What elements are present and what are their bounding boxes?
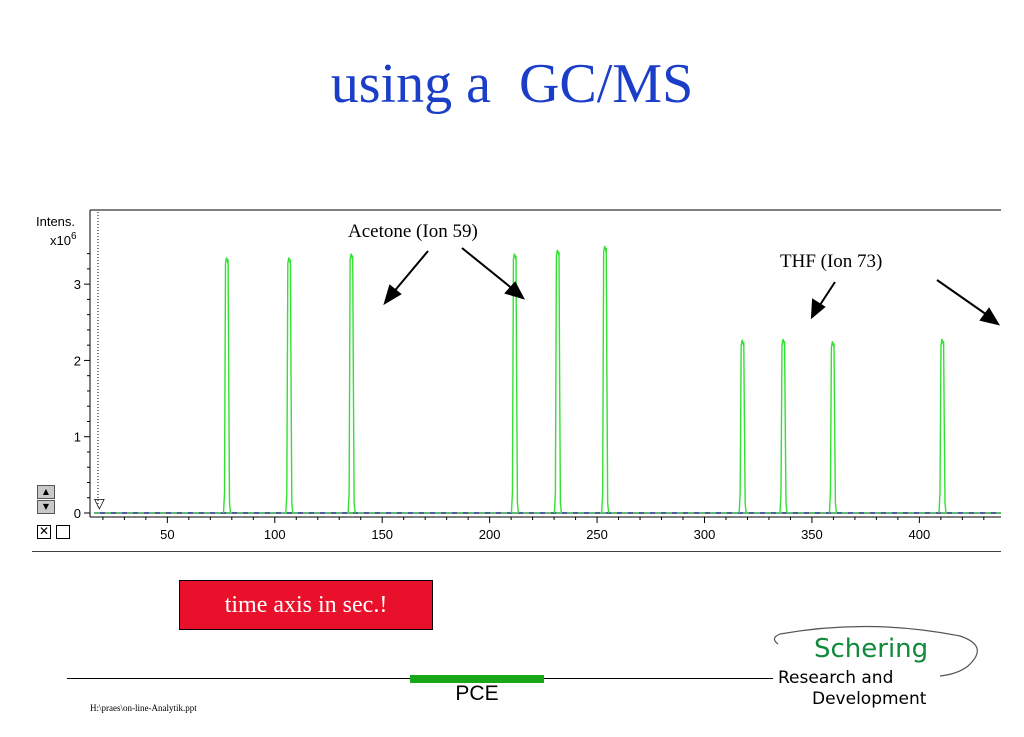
x-tick-label: 250 <box>586 527 608 542</box>
y-tick-label: 1 <box>74 430 81 445</box>
acetone-annotation: Acetone (Ion 59) <box>348 221 478 242</box>
peak <box>285 257 294 514</box>
y-axis-scale-exp: 6 <box>71 231 77 242</box>
x-tick-label: 150 <box>371 527 393 542</box>
slide-title: using a GC/MS <box>330 53 694 115</box>
peak <box>828 341 838 514</box>
logo-brand: Schering <box>814 634 929 664</box>
close-checkbox[interactable]: ✕ <box>37 524 51 539</box>
trace-group <box>94 245 1001 514</box>
peak <box>938 338 947 514</box>
scan-marker: ▽ <box>94 496 105 512</box>
acetone-arrow-right-head <box>504 281 526 300</box>
x-tick-label: 350 <box>801 527 823 542</box>
peak <box>738 339 747 514</box>
x-tick-label: 50 <box>160 527 174 542</box>
logo-line-1: Research and <box>778 668 894 688</box>
y-axis-scale: x106 <box>50 231 77 248</box>
y-tick-label: 3 <box>74 277 81 292</box>
thf-arrow-right <box>936 279 991 318</box>
peak <box>347 253 356 514</box>
acetone-arrow-left <box>391 250 429 295</box>
peak <box>553 249 563 514</box>
time-axis-note: time axis in sec.! <box>179 580 433 630</box>
x-tick-label: 100 <box>264 527 286 542</box>
footer-accent-bar <box>410 675 544 683</box>
logo-line-2: Development <box>812 689 927 709</box>
logo-swoosh <box>773 625 978 677</box>
peak <box>779 338 788 514</box>
scroll-down-button[interactable]: ▼ <box>37 500 55 514</box>
file-path: H:\praes\on-line-Analytik.ppt <box>90 703 197 713</box>
y-tick-label: 2 <box>74 353 81 368</box>
footer-label: PCE <box>455 682 499 705</box>
chromatogram-window: Intens. x106 50 100 150 200 250 300 350 400 0 1 2 3… <box>32 208 1001 552</box>
axis-ticks: 50 100 150 200 250 300 350 400 0 1 2 3 <box>74 253 985 542</box>
option-checkbox[interactable] <box>56 525 70 539</box>
x-tick-label: 400 <box>909 527 931 542</box>
chromatogram-chart: Intens. x106 50 100 150 200 250 300 350 400 0 1 2 3… <box>32 209 1001 552</box>
y-axis-scale-base: x10 <box>50 233 71 248</box>
x-tick-label: 200 <box>479 527 501 542</box>
peak <box>510 253 520 514</box>
y-tick-label: 0 <box>74 506 81 521</box>
y-axis-title: Intens. <box>36 214 75 229</box>
acetone-arrow-left-head <box>383 284 402 306</box>
annotation-arrows <box>383 247 1001 326</box>
schering-logo: Schering Research and Development <box>760 622 1000 712</box>
thf-annotation: THF (Ion 73) <box>780 251 882 272</box>
peak <box>600 245 610 514</box>
scroll-up-button[interactable]: ▲ <box>37 485 55 499</box>
thf-arrow-left-head <box>810 298 826 320</box>
x-tick-label: 300 <box>694 527 716 542</box>
acetone-arrow-right <box>461 247 515 291</box>
thf-arrow-right-head <box>979 307 1001 326</box>
logo-subtitle: Research and Development <box>778 668 926 710</box>
thf-arrow-left <box>817 281 836 309</box>
peak <box>222 257 232 514</box>
